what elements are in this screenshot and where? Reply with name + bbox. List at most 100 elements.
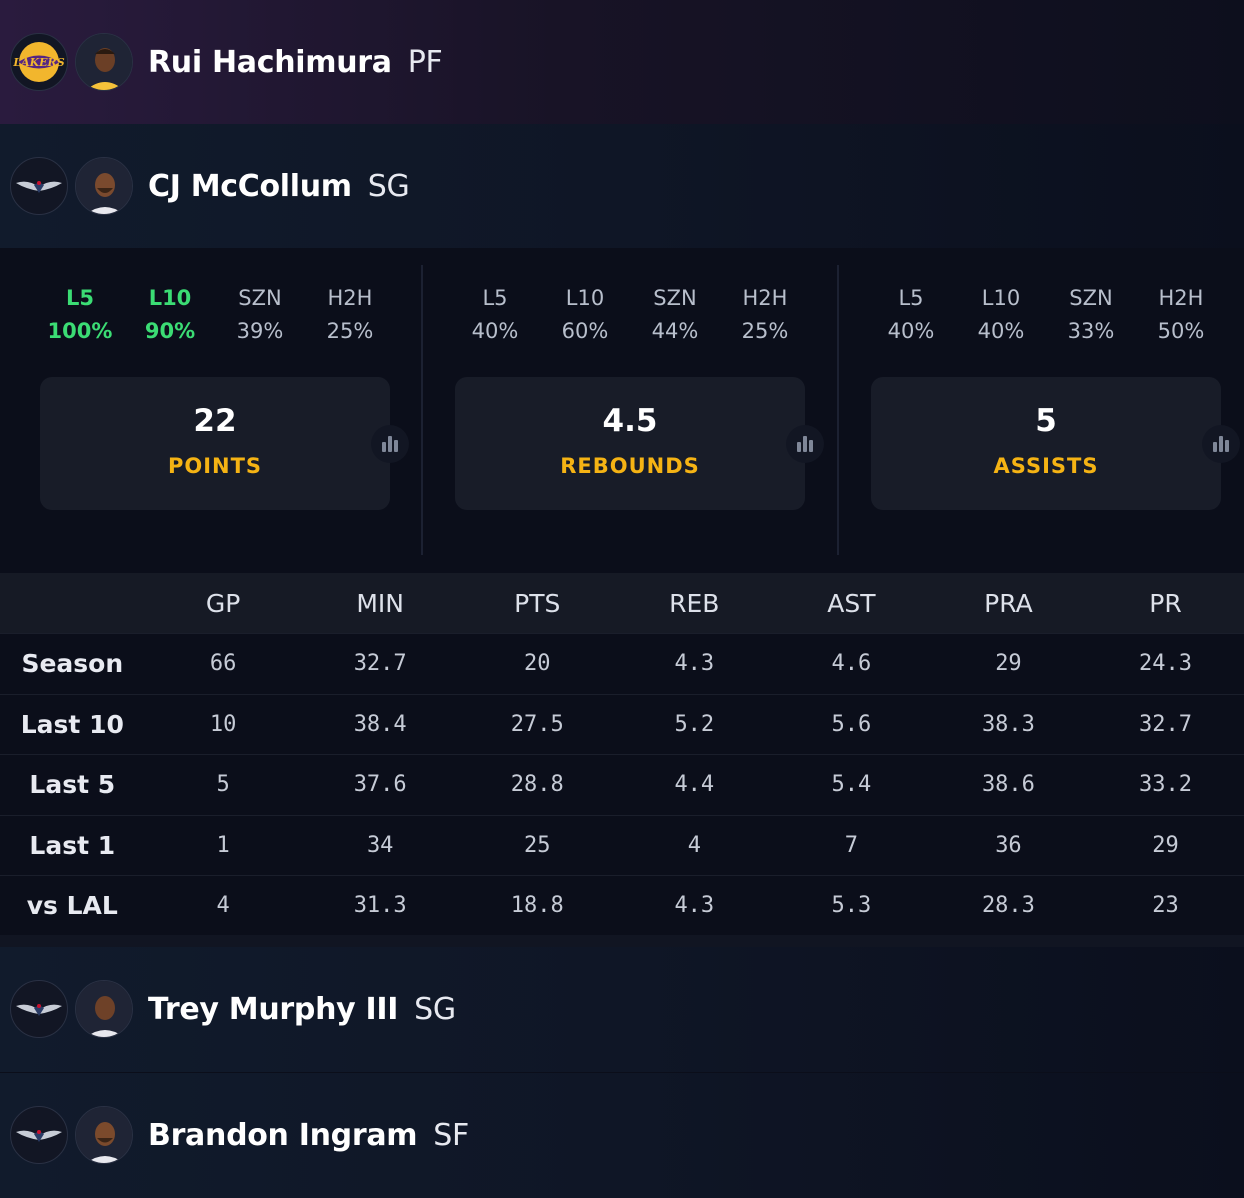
hit-rate-l10: L10 40% [977, 286, 1025, 343]
player-headshot-avatar [75, 980, 133, 1038]
row-label: Last 10 [20, 709, 124, 739]
table-cell: 20 [524, 651, 551, 677]
table-cell: 32.7 [353, 651, 407, 677]
lakers-logo-icon: LAKERS [10, 33, 68, 91]
table-cell: 28.3 [981, 893, 1035, 919]
table-cell: 5.6 [831, 711, 872, 737]
divider [837, 265, 839, 555]
player-name-text: Brandon Ingram [148, 1118, 418, 1153]
svg-text:LAKERS: LAKERS [12, 56, 64, 69]
prop-line-value: 4.5 [602, 403, 658, 439]
hit-rate-szn: SZN 39% [236, 286, 284, 343]
pelicans-logo-icon [10, 1106, 68, 1164]
column-header-gp[interactable]: GP [205, 588, 241, 618]
divider [421, 265, 423, 555]
table-cell: 23 [1152, 893, 1179, 919]
prop-line-value: 22 [193, 403, 237, 439]
hit-rate-l5: L5 100% [47, 286, 113, 343]
pelicans-logo-icon [10, 157, 68, 215]
table-cell: 5.2 [674, 711, 715, 737]
bar-chart-icon[interactable] [371, 425, 409, 463]
table-cell: 38.6 [981, 772, 1035, 798]
table-cell: 24.3 [1139, 651, 1192, 677]
player-row-brandon-ingram[interactable]: Brandon Ingram SF [0, 1073, 1244, 1198]
table-cell: 1 [216, 832, 230, 858]
player-position: SF [433, 1118, 469, 1153]
table-cell: 29 [995, 651, 1022, 677]
table-cell: 38.4 [353, 711, 407, 737]
player-row-rui-hachimura[interactable]: LAKERS Rui Hachimura PF [0, 0, 1244, 124]
hit-rate-l10: L10 90% [144, 286, 196, 343]
hit-rate-grid: L5 100% L10 90% SZN 39% H2H 25% [35, 282, 450, 348]
player-name[interactable]: CJ McCollum SG [148, 168, 410, 204]
prop-rebounds-column: L5 40% L10 60% SZN 44% H2H 25% 4.5 REBOUNDS [415, 248, 830, 573]
hit-rate-l5: L5 40% [471, 286, 519, 343]
bar-chart-icon[interactable] [1202, 425, 1240, 463]
hit-rate-grid: L5 40% L10 60% SZN 44% H2H 25% [450, 282, 865, 348]
prop-card-points[interactable]: 22 POINTS [40, 377, 409, 510]
table-cell: 32.7 [1139, 711, 1192, 737]
column-header-pr[interactable]: PR [1149, 588, 1182, 618]
prop-assists-column: L5 40% L10 40% SZN 33% H2H 50% 5 ASSISTS [831, 248, 1244, 573]
table-cell: 5 [216, 772, 230, 798]
prop-card-assists[interactable]: 5 ASSISTS [871, 377, 1240, 510]
player-position: SG [367, 168, 410, 204]
section-divider [0, 935, 1244, 947]
column-header-min[interactable]: MIN [356, 588, 405, 618]
player-headshot-avatar [75, 157, 133, 215]
stats-table: GP MIN PTS REB AST PRA PR Season 66 32.7… [0, 573, 1244, 935]
column-header-pra[interactable]: PRA [984, 588, 1033, 618]
prop-points-column: L5 100% L10 90% SZN 39% H2H 25% 22 POINTS [0, 248, 415, 573]
table-cell: 4.6 [831, 651, 872, 677]
table-cell: 66 [209, 651, 237, 677]
table-row: Last 1 1 34 25 4 7 36 29 [0, 814, 1244, 876]
table-cell: 4.3 [674, 651, 715, 677]
hit-rate-grid: L5 40% L10 40% SZN 33% H2H 50% [866, 282, 1244, 348]
table-cell: 31.3 [353, 893, 407, 919]
player-headshot-avatar [75, 33, 133, 91]
table-cell: 34 [366, 832, 394, 858]
pelicans-logo-icon [10, 980, 68, 1038]
bar-chart-icon[interactable] [786, 425, 824, 463]
player-name-text: CJ McCollum [148, 168, 352, 204]
player-name-text: Trey Murphy III [148, 992, 399, 1027]
player-name[interactable]: Rui Hachimura PF [148, 44, 443, 80]
table-cell: 4 [687, 832, 701, 858]
player-position: PF [407, 44, 443, 80]
player-headshot-avatar [75, 1106, 133, 1164]
prop-card-rebounds[interactable]: 4.5 REBOUNDS [455, 377, 824, 510]
row-label: vs LAL [26, 891, 118, 921]
table-cell: 37.6 [353, 772, 407, 798]
table-cell: 38.3 [981, 711, 1035, 737]
hit-rate-szn: SZN 44% [651, 286, 699, 343]
hit-rate-l5: L5 40% [887, 286, 935, 343]
table-cell: 18.8 [510, 893, 564, 919]
player-name[interactable]: Brandon Ingram SF [148, 1118, 469, 1153]
column-header-reb[interactable]: REB [669, 588, 720, 618]
column-header-ast[interactable]: AST [827, 588, 876, 618]
table-row: Last 5 5 37.6 28.8 4.4 5.4 38.6 33.2 [0, 754, 1244, 815]
table-cell: 5.3 [831, 893, 872, 919]
row-label: Last 1 [29, 830, 116, 860]
props-section: L5 100% L10 90% SZN 39% H2H 25% 22 POINTS L5… [0, 248, 1244, 573]
player-position: SG [414, 992, 456, 1027]
column-header-pts[interactable]: PTS [514, 588, 561, 618]
hit-rate-h2h: H2H 50% [1157, 286, 1205, 343]
hit-rate-h2h: H2H 25% [741, 286, 789, 343]
prop-stat-label: REBOUNDS [560, 454, 700, 478]
table-cell: 4.4 [674, 772, 715, 798]
row-label: Last 5 [29, 770, 116, 800]
table-cell: 29 [1152, 832, 1179, 858]
table-cell: 27.5 [510, 711, 564, 737]
hit-rate-szn: SZN 33% [1067, 286, 1115, 343]
player-row-cj-mccollum[interactable]: CJ McCollum SG [0, 124, 1244, 248]
table-cell: 36 [995, 832, 1022, 858]
table-cell: 5.4 [831, 772, 872, 798]
table-row: Season 66 32.7 20 4.3 4.6 29 24.3 [0, 633, 1244, 694]
hit-rate-l10: L10 60% [561, 286, 609, 343]
prop-stat-label: POINTS [167, 454, 263, 478]
table-cell: 33.2 [1139, 772, 1192, 798]
player-name[interactable]: Trey Murphy III SG [148, 992, 456, 1027]
player-row-trey-murphy[interactable]: Trey Murphy III SG [0, 947, 1244, 1072]
stats-table-header: GP MIN PTS REB AST PRA PR [0, 573, 1244, 633]
